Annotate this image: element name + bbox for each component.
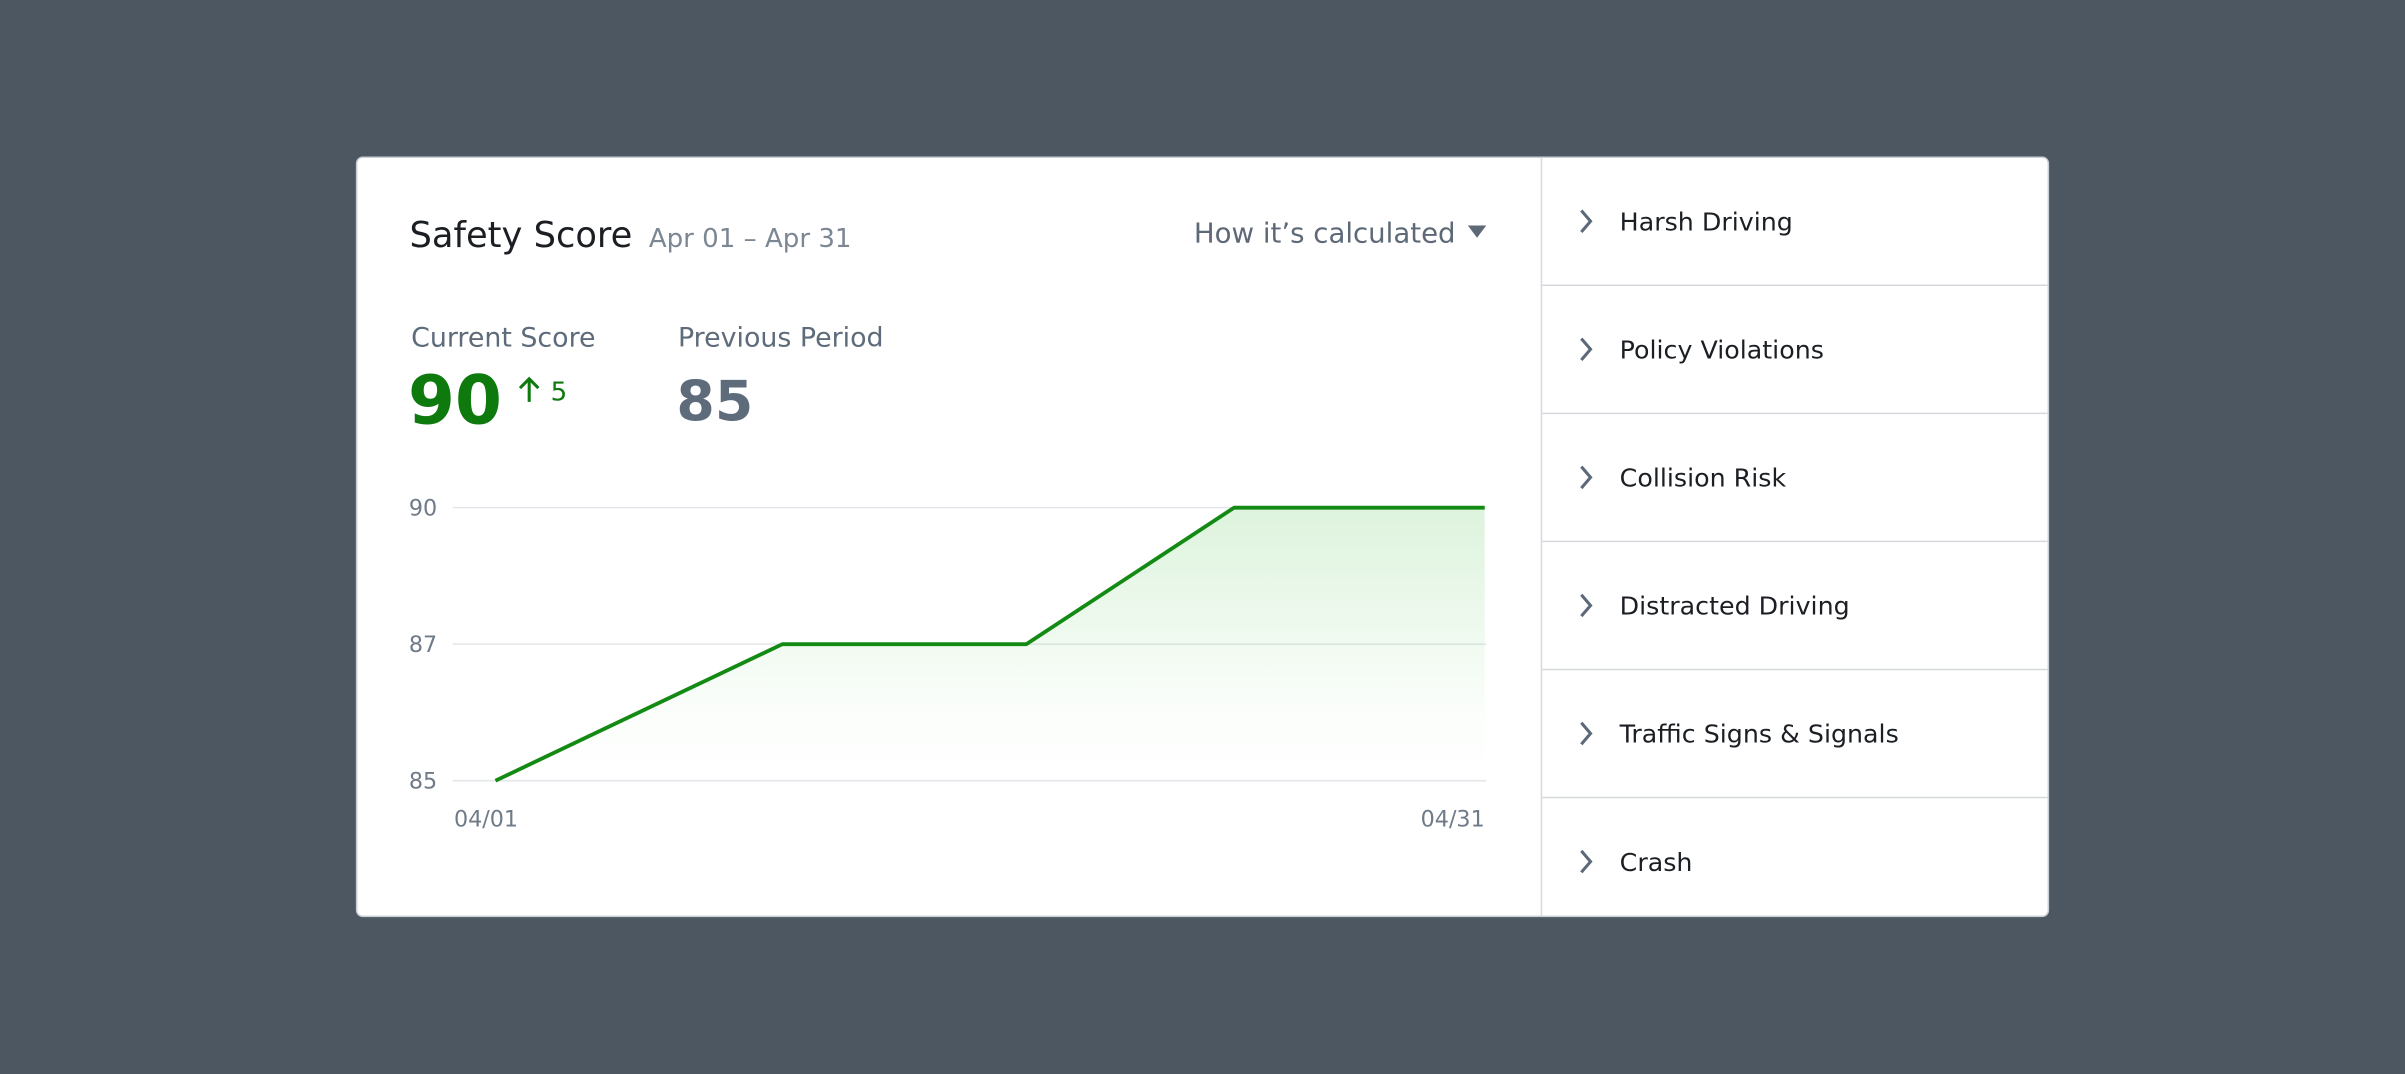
dropdown-icon[interactable] (1467, 225, 1487, 238)
category-label[interactable]: Crash (1620, 848, 1693, 877)
chevron[interactable] (1580, 849, 1593, 874)
category-row[interactable] (1543, 413, 2048, 541)
title: Safety Score (410, 215, 633, 256)
x-tick-label: 04/01 (454, 807, 518, 833)
category-label[interactable]: Distracted Driving (1620, 592, 1850, 621)
previous-value: 85 (676, 370, 753, 434)
chevron[interactable] (1580, 209, 1593, 233)
category-label[interactable]: Traffic Signs & Signals (1619, 720, 1899, 749)
category-label[interactable]: Policy Violations (1620, 336, 1824, 365)
calc-link[interactable]: How it’s calculated (1194, 216, 1456, 249)
previous-label: Previous Period (678, 323, 884, 354)
current-value: 90 (408, 360, 502, 439)
y-tick-label: 87 (409, 632, 437, 658)
date-range: Apr 01 – Apr 31 (649, 224, 852, 254)
y-tick-label: 90 (409, 495, 437, 521)
current-label: Current Score (411, 323, 595, 354)
category-list: Harsh Driving Policy Violations Collision … (1541, 157, 2048, 926)
line (494, 505, 1485, 783)
category-row[interactable] (1543, 157, 2048, 285)
category-label[interactable]: Collision Risk (1620, 464, 1787, 493)
up-arrow (518, 376, 540, 402)
category-label[interactable]: Harsh Driving (1620, 207, 1793, 236)
category-row[interactable] (1543, 798, 2048, 926)
chevron[interactable] (1580, 337, 1593, 362)
y-tick-label: 85 (409, 768, 437, 794)
chevron[interactable] (1580, 593, 1593, 618)
chevron[interactable] (1580, 465, 1593, 490)
score-change: 5 (551, 377, 568, 407)
x-tick-label: 04/31 (1421, 807, 1485, 833)
chevron[interactable] (1580, 721, 1593, 746)
chart: 85 87 90 04/01 04/31 (409, 495, 1487, 833)
